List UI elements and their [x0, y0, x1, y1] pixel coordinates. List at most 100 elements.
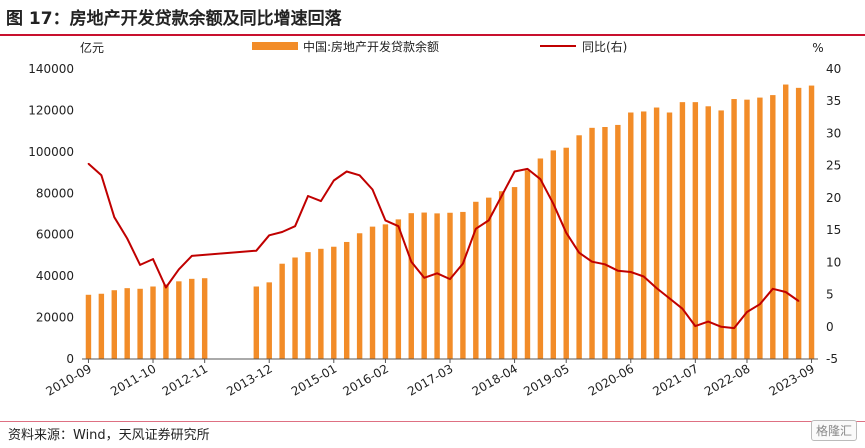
bar	[602, 127, 608, 359]
bar	[679, 102, 686, 360]
line-point	[371, 188, 374, 191]
x-tick-label: 2016-02	[341, 361, 391, 398]
right-tick-label: -5	[826, 352, 838, 366]
bar	[473, 201, 479, 359]
bar	[498, 191, 505, 359]
line-point	[436, 272, 438, 275]
x-tick-label: 2015-01	[289, 361, 339, 398]
title-rule	[0, 34, 865, 36]
line-point	[126, 237, 128, 240]
bar	[718, 110, 724, 359]
right-axis-ticks: -5 0 5 10 15 20 25 30 35 40	[826, 62, 841, 366]
line-point	[500, 195, 503, 197]
line-point	[797, 300, 800, 302]
line-point	[565, 231, 568, 234]
bar	[85, 294, 92, 359]
line-point	[178, 268, 180, 271]
line-point	[746, 311, 748, 313]
line-series	[87, 162, 800, 330]
bar	[408, 213, 414, 359]
footer-rule	[0, 421, 865, 422]
line-point	[617, 269, 619, 272]
line-point	[410, 260, 413, 263]
line-point	[268, 234, 271, 237]
bar	[305, 252, 311, 359]
line-point	[113, 216, 116, 219]
left-tick-label: 120000	[28, 103, 74, 117]
bar	[343, 241, 350, 359]
bar	[279, 263, 285, 359]
line-point	[707, 320, 710, 323]
line-point	[165, 286, 167, 289]
line-point	[462, 262, 464, 265]
right-tick-label: 40	[826, 62, 841, 76]
x-tick-label: 2021-07	[650, 361, 700, 398]
bar	[744, 99, 750, 360]
right-tick-label: 20	[826, 191, 841, 205]
right-axis-unit: %	[812, 41, 823, 55]
line-point	[397, 225, 400, 228]
line-point	[229, 251, 232, 254]
line-point	[255, 249, 258, 252]
line-point	[449, 278, 451, 280]
x-axis: 2010-09 2011-10 2012-11 2013-12 2015-01 2016-…	[44, 358, 818, 399]
right-tick-label: 0	[826, 320, 834, 334]
bar	[369, 226, 376, 359]
line-point	[475, 228, 477, 230]
legend-line-label: 同比(右)	[582, 39, 627, 54]
line-point	[759, 303, 761, 306]
line-point	[423, 277, 425, 279]
bar	[576, 135, 582, 359]
bar	[447, 212, 453, 359]
right-tick-label: 30	[826, 126, 841, 140]
bar	[731, 99, 737, 360]
line-path	[87, 162, 800, 330]
x-tick-label: 2011-10	[108, 361, 158, 398]
line-point	[720, 325, 722, 328]
x-tick-label: 2020-06	[586, 361, 636, 398]
x-tick-label: 2013-12	[224, 361, 274, 398]
bar	[124, 288, 130, 359]
line-point	[139, 264, 141, 266]
legend: 中国:房地产开发贷款余额 同比(右)	[252, 39, 627, 54]
left-tick-label: 20000	[36, 311, 74, 325]
bar	[176, 281, 182, 359]
bar	[666, 112, 673, 359]
source-note: 资料来源：Wind，天风证券研究所	[8, 428, 210, 443]
bar	[460, 211, 466, 359]
line-point	[552, 202, 555, 205]
line-point	[294, 225, 296, 228]
bar	[382, 224, 389, 359]
line-point	[87, 162, 90, 165]
bar	[253, 286, 260, 359]
bar	[292, 257, 298, 359]
line-point	[604, 263, 606, 266]
bar-series	[85, 84, 815, 360]
bar	[653, 107, 660, 360]
line-point	[345, 170, 348, 173]
bar	[331, 246, 337, 359]
x-tick-label: 2019-05	[521, 361, 571, 398]
line-point	[526, 168, 529, 170]
left-tick-label: 0	[66, 352, 74, 366]
bar	[111, 290, 117, 359]
bar	[770, 95, 776, 359]
line-point	[358, 174, 361, 177]
bar	[628, 112, 634, 359]
left-tick-label: 60000	[36, 228, 74, 242]
bar	[524, 170, 531, 359]
line-point	[668, 297, 671, 300]
right-tick-label: 25	[826, 159, 841, 173]
right-tick-label: 10	[826, 255, 841, 269]
bar	[201, 278, 208, 359]
line-point	[784, 291, 787, 293]
watermark-logo: 格隆汇	[810, 420, 857, 441]
bar	[486, 197, 492, 359]
left-tick-label: 140000	[28, 62, 74, 76]
line-point	[591, 260, 593, 263]
line-point	[190, 255, 193, 257]
x-tick-label: 2010-09	[44, 361, 94, 398]
x-tick-label: 2012-11	[160, 361, 210, 398]
line-point	[281, 231, 283, 233]
line-point	[320, 200, 322, 202]
